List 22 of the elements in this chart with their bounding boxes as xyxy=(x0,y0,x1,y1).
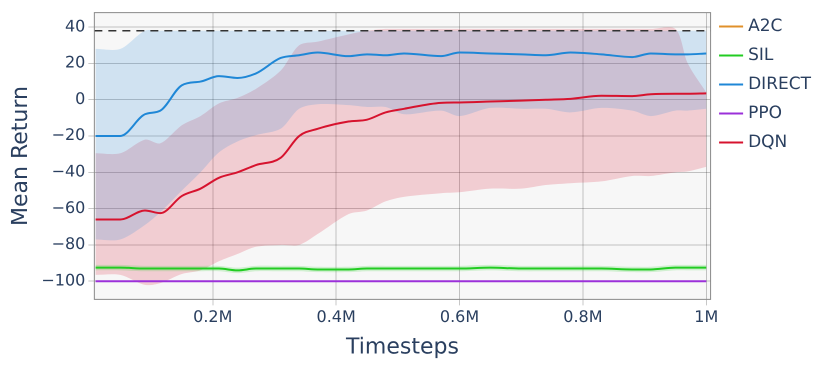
legend-label: SIL xyxy=(748,44,774,65)
x-tick-label: 0.8M xyxy=(563,307,603,326)
legend-label: DQN xyxy=(748,132,788,152)
x-tick-label: 0.6M xyxy=(440,307,480,326)
legend-label: DIRECT xyxy=(748,74,812,94)
x-axis-title: Timesteps xyxy=(345,334,459,360)
legend-label: A2C xyxy=(748,16,782,36)
y-tick-label: −60 xyxy=(52,198,86,217)
x-tick-label: 0.2M xyxy=(193,307,232,326)
y-tick-label: 40 xyxy=(64,16,86,36)
y-tick-label: 0 xyxy=(75,88,86,108)
line-series xyxy=(94,52,708,138)
y-axis-title: Mean Return xyxy=(8,86,33,226)
line-series xyxy=(94,92,708,221)
x-tick-label: 1M xyxy=(694,307,718,326)
y-tick-label: 20 xyxy=(64,52,86,72)
x-tick-label: 0.4M xyxy=(316,307,356,326)
legend-label: PPO xyxy=(748,102,782,123)
y-tick-label: −100 xyxy=(41,270,86,290)
y-tick-label: −80 xyxy=(52,234,86,254)
y-tick-label: −40 xyxy=(52,161,86,180)
y-tick-label: −20 xyxy=(52,125,86,144)
